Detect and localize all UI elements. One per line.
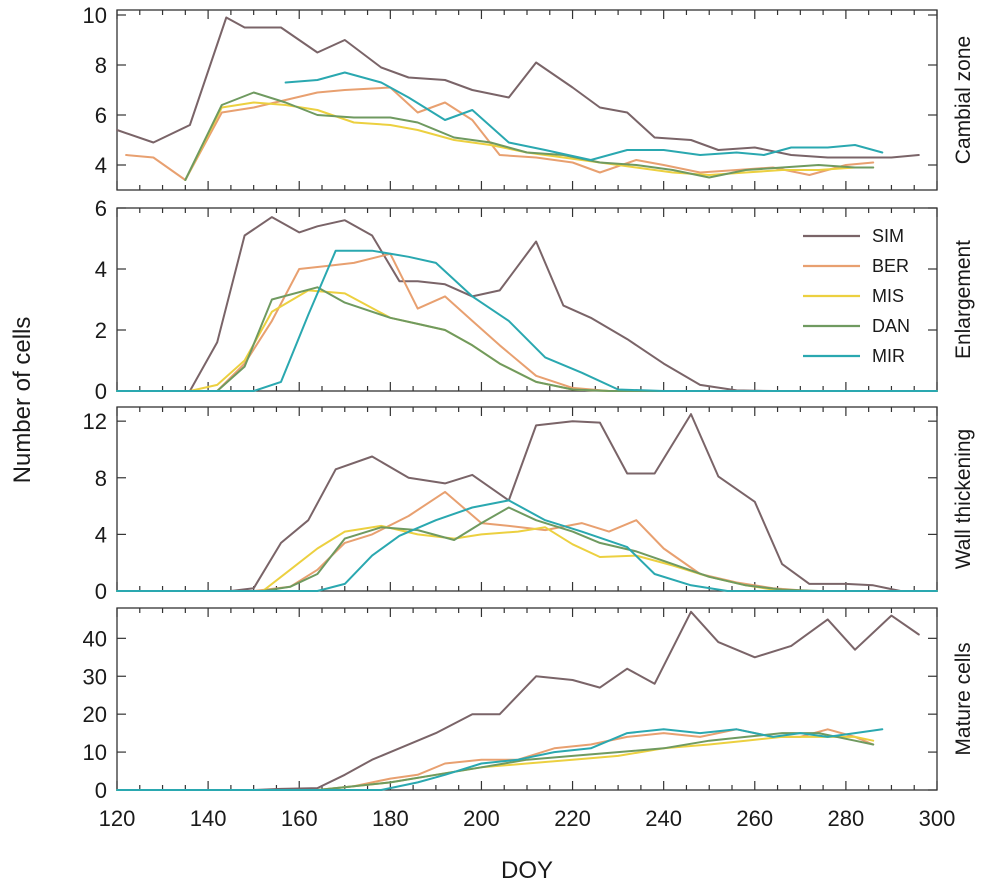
legend-label-mir: MIR xyxy=(872,346,905,366)
x-tick-label: 280 xyxy=(828,806,865,831)
x-tick-label: 240 xyxy=(645,806,682,831)
panel-label: Mature cells xyxy=(952,642,975,755)
series-line-mis xyxy=(116,289,938,392)
y-tick-label: 4 xyxy=(95,522,107,547)
legend: SIM BER MIS DAN MIR xyxy=(803,226,910,366)
x-tick-label: 140 xyxy=(190,806,227,831)
series-line-mir xyxy=(116,249,938,392)
y-tick-label: 4 xyxy=(95,257,107,282)
series-line-sim xyxy=(116,413,938,592)
series-line-mir xyxy=(116,499,938,592)
series-line-mis xyxy=(116,735,875,791)
x-tick-label: 200 xyxy=(463,806,500,831)
legend-label-dan: DAN xyxy=(872,316,910,336)
y-tick-label: 10 xyxy=(83,3,107,28)
y-tick-label: 40 xyxy=(83,626,107,651)
panel-3: 0 10 20 30 40 Mature cells xyxy=(83,607,975,803)
series-line-sim xyxy=(116,610,920,791)
series-line-ber xyxy=(116,490,938,592)
series-line-sim xyxy=(116,16,920,159)
panel-0: 4 6 8 10 Cambial zone xyxy=(83,3,975,191)
series-line-ber xyxy=(116,252,938,392)
series-line-ber xyxy=(125,86,875,181)
y-tick-label: 12 xyxy=(83,409,107,434)
legend-label-sim: SIM xyxy=(872,226,904,246)
y-tick-label: 6 xyxy=(95,196,107,221)
y-tick-label: 2 xyxy=(95,318,107,343)
series-line-mir xyxy=(116,728,884,791)
x-tick-label: 160 xyxy=(281,806,318,831)
y-tick-label: 0 xyxy=(95,778,107,803)
x-tick-label: 220 xyxy=(554,806,591,831)
series-line-mis xyxy=(116,524,938,592)
panel-label: Cambial zone xyxy=(952,36,975,164)
series-line-dan xyxy=(184,91,875,181)
legend-label-mis: MIS xyxy=(872,286,904,306)
series-line-dan xyxy=(116,286,938,392)
y-tick-label: 20 xyxy=(83,702,107,727)
series-line-dan xyxy=(116,506,938,592)
y-tick-label: 8 xyxy=(95,466,107,491)
panel-frame xyxy=(116,406,938,592)
y-axis-title: Number of cells xyxy=(9,317,36,484)
x-tick-label: 180 xyxy=(372,806,409,831)
y-tick-label: 0 xyxy=(95,579,107,604)
x-tick-label: 260 xyxy=(736,806,773,831)
y-tick-label: 30 xyxy=(83,664,107,689)
x-tick-label: 120 xyxy=(99,806,136,831)
x-axis-title: DOY xyxy=(501,857,553,884)
panel-2: 0 4 8 12 Wall thickening xyxy=(83,406,975,604)
panels-layer: 4 6 8 10 Cambial zone 0 2 4 6 Enlargement 0 4 8 12 Wal… xyxy=(83,3,975,831)
panel-label: Wall thickening xyxy=(952,429,975,569)
panel-label: Enlargement xyxy=(952,240,975,359)
panel-frame xyxy=(116,9,938,191)
y-tick-label: 4 xyxy=(95,153,107,178)
x-tick-label: 300 xyxy=(919,806,956,831)
series-line-mir xyxy=(284,71,884,161)
y-tick-label: 6 xyxy=(95,103,107,128)
y-tick-label: 0 xyxy=(95,379,107,404)
series-line-sim xyxy=(116,216,938,392)
panel-1: 0 2 4 6 Enlargement xyxy=(95,196,975,404)
y-tick-label: 8 xyxy=(95,53,107,78)
y-tick-label: 10 xyxy=(83,740,107,765)
legend-label-ber: BER xyxy=(872,256,909,276)
